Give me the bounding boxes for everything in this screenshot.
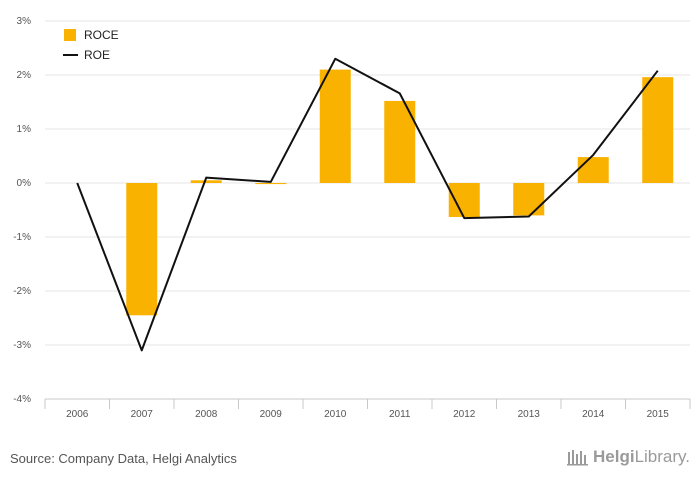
legend-label-roe: ROE — [84, 48, 110, 62]
brand-name: HelgiLibrary. — [593, 447, 690, 466]
y-tick-label: -4% — [13, 394, 31, 405]
axes: 3% 2% 1% 0% -1% -2% -3% -4% 2006 2007 2008 2009 2010… — [13, 16, 691, 420]
y-tick-label: 2% — [17, 70, 32, 81]
x-tick-label: 2008 — [195, 409, 218, 420]
x-tick-label: 2007 — [131, 409, 154, 420]
roce-bar — [577, 157, 609, 183]
y-tick-label: -1% — [13, 232, 31, 243]
chart: 3% 2% 1% 0% -1% -2% -3% -4% 2006 2007 2008 2009 2010… — [13, 16, 691, 420]
roce-bar — [126, 183, 158, 316]
x-tick-label: 2011 — [389, 409, 411, 420]
brand-logo: HelgiLibrary. — [567, 447, 690, 467]
x-tick-label: 2006 — [66, 409, 89, 420]
x-tick-label: 2012 — [453, 409, 476, 420]
roe-line — [76, 57, 659, 352]
y-tick-label: 0% — [17, 178, 32, 189]
legend-label-roce: ROCE — [84, 28, 119, 42]
x-tick-label: 2014 — [582, 409, 605, 420]
roce-bar — [642, 77, 674, 183]
legend: ROCE ROE — [63, 28, 119, 62]
roce-bar — [448, 183, 480, 218]
y-tick-label: -2% — [13, 286, 31, 297]
roce-bar — [255, 183, 287, 185]
x-tick-label: 2010 — [324, 409, 347, 420]
x-tick-label: 2015 — [647, 409, 670, 420]
legend-swatch-roce — [64, 29, 76, 41]
roe-line-path — [76, 57, 659, 352]
y-tick-label: -3% — [13, 340, 31, 351]
roce-bar — [513, 183, 545, 216]
library-icon — [567, 450, 588, 466]
roce-bar — [190, 180, 222, 183]
source-note: Source: Company Data, Helgi Analytics — [10, 451, 237, 466]
roce-bars — [126, 69, 674, 316]
y-tick-label: 3% — [17, 16, 32, 27]
x-tick-label: 2009 — [260, 409, 283, 420]
x-tick-label: 2013 — [518, 409, 541, 420]
roce-bar — [319, 69, 351, 183]
y-tick-label: 1% — [17, 124, 32, 135]
